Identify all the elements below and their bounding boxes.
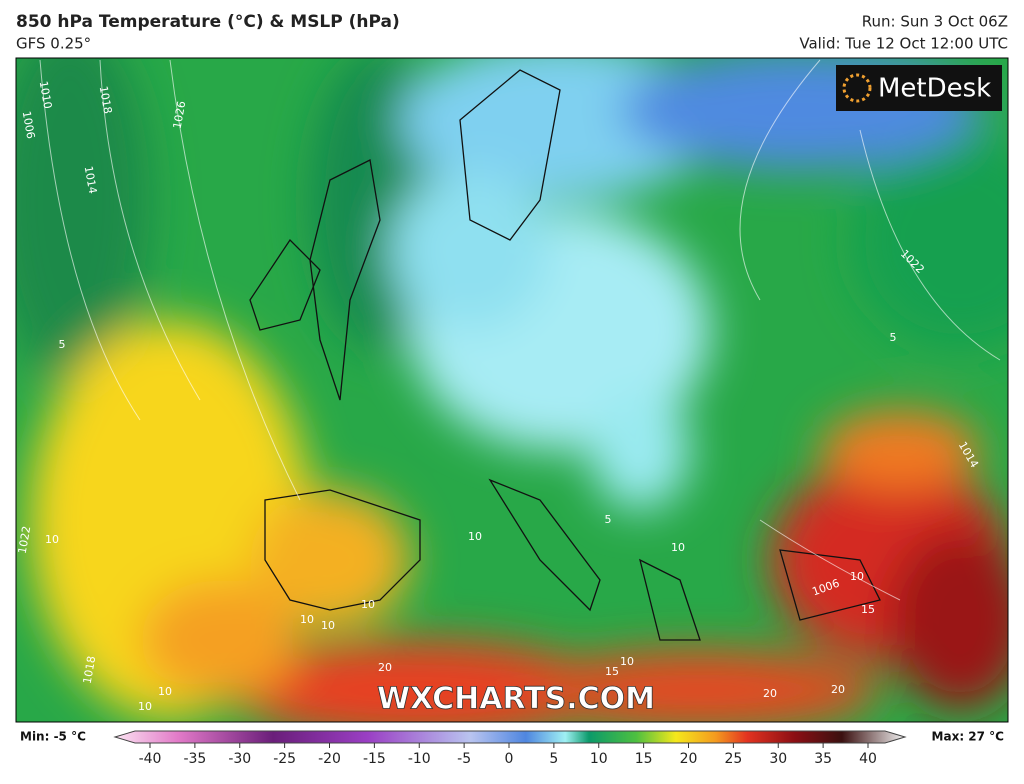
- subtitle: GFS 0.25°: [16, 35, 91, 53]
- colorbar-tick-label: -15: [363, 751, 386, 767]
- colorbar-tick-label: 35: [814, 751, 832, 767]
- contour-label: 10: [468, 530, 482, 543]
- logo: MetDesk: [878, 74, 991, 104]
- logo-icon: [842, 73, 872, 103]
- contour-label: 10: [361, 598, 375, 611]
- contour-label: 5: [890, 331, 897, 344]
- colorbar-tick-label: 40: [859, 751, 877, 767]
- colorbar-tick-label: -30: [228, 751, 251, 767]
- colorbar-tick-label: 25: [724, 751, 742, 767]
- contour-label: 10: [620, 655, 634, 668]
- colorbar-tick-label: 10: [590, 751, 608, 767]
- colorbar-tick-label: -25: [273, 751, 296, 767]
- min-label: Min: -5 °C: [20, 730, 86, 744]
- run: Run: Sun 3 Oct 06Z: [862, 13, 1008, 31]
- contour-label: 5: [605, 513, 612, 526]
- contour-label: 10: [158, 685, 172, 698]
- contour-label: 1010: [37, 80, 55, 110]
- contour-label: 20: [831, 683, 845, 696]
- title: 850 hPa Temperature (°C) & MSLP (hPa): [16, 12, 400, 32]
- temperature-field: [16, 58, 1008, 722]
- contour-label: 1018: [81, 655, 99, 685]
- watermark: WXCHARTS.COM: [377, 682, 655, 717]
- contour-label: 10: [138, 700, 152, 713]
- map-frame: [15, 57, 1009, 723]
- contour-label: 15: [861, 603, 875, 616]
- colorbar: [113, 730, 907, 744]
- contour-label: 10: [45, 533, 59, 546]
- colorbar-tick-label: 15: [635, 751, 653, 767]
- colorbar-tick-label: -10: [408, 751, 431, 767]
- contour-label: 1018: [97, 85, 115, 115]
- isobars: [39, 59, 1001, 601]
- colorbar-tick-label: -20: [318, 751, 341, 767]
- colorbar-tick-label: 20: [680, 751, 698, 767]
- colorbar-tick-label: -5: [457, 751, 471, 767]
- max-label: Max: 27 °C: [932, 730, 1005, 744]
- contour-label: 10: [321, 619, 335, 632]
- colorbar-tick-label: 5: [549, 751, 558, 767]
- colorbar-tick-label: -35: [183, 751, 206, 767]
- coastlines: [249, 69, 881, 641]
- contour-label: 10: [671, 541, 685, 554]
- contour-label: 20: [378, 661, 392, 674]
- contour-label: 1026: [171, 100, 189, 130]
- contour-label: 20: [763, 687, 777, 700]
- contour-label: 10: [850, 570, 864, 583]
- colorbar-tick-label: 0: [505, 751, 514, 767]
- colorbar-ticks: -40 -35 -30 -25 -20 -15 -10 -5 0 5 10 15 20 25 30 35 40: [139, 743, 877, 767]
- contour-label: 15: [605, 665, 619, 678]
- contour-label: 1006: [20, 110, 38, 140]
- contour-label: 1022: [16, 525, 34, 555]
- contour-label: 5: [59, 338, 66, 351]
- colorbar-tick-label: 30: [769, 751, 787, 767]
- contour-label: 1014: [82, 165, 100, 195]
- colorbar-tick-label: -40: [139, 751, 162, 767]
- logo-box: [836, 65, 1002, 111]
- contour-label: 10: [300, 613, 314, 626]
- valid: Valid: Tue 12 Oct 12:00 UTC: [799, 35, 1008, 53]
